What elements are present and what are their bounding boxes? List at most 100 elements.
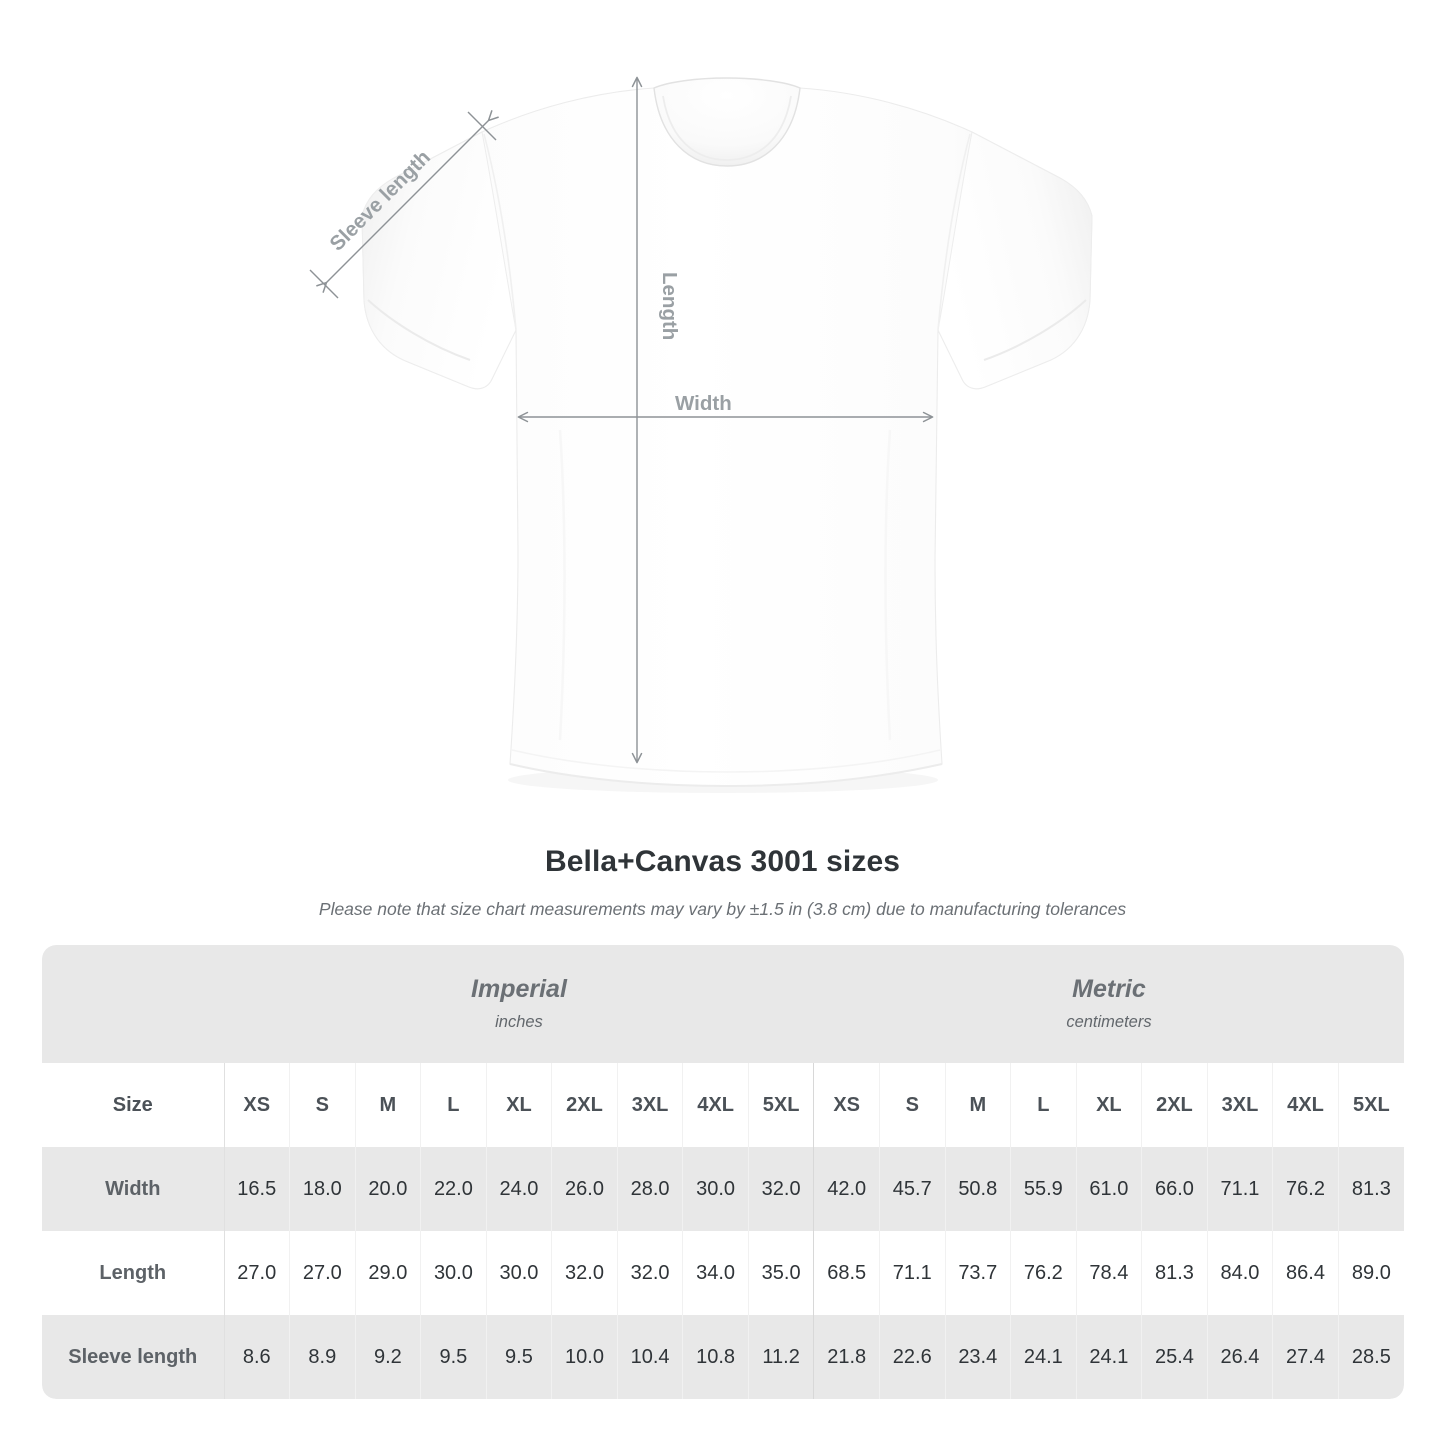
size-col-imperial-m: M: [354, 1063, 421, 1147]
cell-width-imperial-5xl: 32.0: [747, 1147, 814, 1231]
size-col-metric-xs: XS: [813, 1063, 880, 1147]
metric-unit-name: Metric: [1072, 974, 1146, 1003]
chart-heading-block: Bella+Canvas 3001 sizes Please note that…: [0, 845, 1445, 920]
size-col-imperial-2xl: 2XL: [551, 1063, 618, 1147]
cell-width-imperial-s: 18.0: [289, 1147, 356, 1231]
cell-length-metric-l: 76.2: [1010, 1231, 1077, 1315]
cell-width-imperial-m: 20.0: [354, 1147, 421, 1231]
left-sleeve-hem: [367, 299, 471, 361]
shirt-hem-stitch: [511, 749, 941, 773]
cell-length-metric-3xl: 84.0: [1206, 1231, 1273, 1315]
size-col-metric-s: S: [878, 1063, 946, 1147]
size-col-imperial-3xl: 3XL: [616, 1063, 683, 1147]
size-col-imperial-xl: XL: [485, 1063, 552, 1147]
page-title: Bella+Canvas 3001 sizes: [544, 845, 901, 878]
unit-row-spacer: [42, 945, 224, 1063]
shirt-bottom-hem: [509, 763, 943, 788]
cell-width-metric-xs: 42.0: [813, 1147, 880, 1231]
cell-width-metric-xl: 61.0: [1075, 1147, 1142, 1231]
metric-unit-sub: centimeters: [1066, 1013, 1152, 1032]
size-col-imperial-5xl: 5XL: [747, 1063, 814, 1147]
cell-width-imperial-2xl: 26.0: [551, 1147, 618, 1231]
cell-length-imperial-xl: 30.0: [485, 1231, 552, 1315]
cell-width-imperial-xl: 24.0: [485, 1147, 552, 1231]
size-header-row: Size XS S M L XL 2XL 3XL 4XL 5XL XS S M …: [42, 1063, 1404, 1147]
cell-sleeve-imperial-2xl: 10.0: [551, 1315, 618, 1399]
cell-width-metric-l: 55.9: [1010, 1147, 1077, 1231]
row-label-sleeve-length: Sleeve length: [42, 1315, 224, 1399]
cell-width-imperial-l: 22.0: [420, 1147, 487, 1231]
cell-sleeve-metric-m: 23.4: [944, 1315, 1011, 1399]
cell-width-metric-s: 45.7: [878, 1147, 946, 1231]
cell-length-imperial-m: 29.0: [354, 1231, 421, 1315]
cell-width-metric-2xl: 66.0: [1141, 1147, 1208, 1231]
cell-sleeve-imperial-s: 8.9: [289, 1315, 356, 1399]
cell-length-imperial-3xl: 32.0: [616, 1231, 683, 1315]
cell-sleeve-metric-l: 24.1: [1010, 1315, 1077, 1399]
width-measure-group: Width: [517, 392, 934, 423]
cell-length-metric-xl: 78.4: [1075, 1231, 1142, 1315]
size-col-imperial-xs: XS: [223, 1063, 290, 1147]
cell-sleeve-imperial-3xl: 10.4: [616, 1315, 683, 1399]
cell-length-metric-2xl: 81.3: [1141, 1231, 1208, 1315]
row-label-width: Width: [42, 1147, 224, 1231]
cell-length-imperial-l: 30.0: [420, 1231, 487, 1315]
size-col-metric-m: M: [944, 1063, 1011, 1147]
cell-sleeve-imperial-5xl: 11.2: [747, 1315, 814, 1399]
cell-sleeve-metric-xs: 21.8: [813, 1315, 880, 1399]
size-table: Imperial inches Metric centimeters Size …: [42, 945, 1404, 1399]
shirt-body-group: [361, 77, 1093, 788]
imperial-unit-sub: inches: [495, 1013, 543, 1032]
cell-sleeve-metric-s: 22.6: [878, 1315, 946, 1399]
cell-length-metric-4xl: 86.4: [1272, 1231, 1339, 1315]
size-col-imperial-l: L: [420, 1063, 487, 1147]
imperial-unit-name: Imperial: [471, 974, 567, 1003]
cell-sleeve-imperial-l: 9.5: [420, 1315, 487, 1399]
length-label: Length: [658, 272, 681, 340]
cell-length-metric-s: 71.1: [878, 1231, 946, 1315]
fabric-fold-right: [884, 429, 892, 741]
cell-width-metric-3xl: 71.1: [1206, 1147, 1273, 1231]
imperial-unit-header: Imperial inches: [224, 945, 814, 1063]
right-armhole-seam: [937, 133, 971, 331]
cell-sleeve-metric-3xl: 26.4: [1206, 1315, 1273, 1399]
cell-length-imperial-5xl: 35.0: [747, 1231, 814, 1315]
cell-width-metric-4xl: 76.2: [1272, 1147, 1339, 1231]
right-sleeve-hem: [983, 299, 1087, 361]
size-col-metric-2xl: 2XL: [1141, 1063, 1208, 1147]
size-col-metric-3xl: 3XL: [1206, 1063, 1273, 1147]
cell-sleeve-imperial-xs: 8.6: [223, 1315, 290, 1399]
cell-length-metric-5xl: 89.0: [1337, 1231, 1404, 1315]
cell-length-metric-m: 73.7: [944, 1231, 1011, 1315]
table-row-sleeve-length: Sleeve length 8.6 8.9 9.2 9.5 9.5 10.0 1…: [42, 1315, 1404, 1399]
cell-width-metric-5xl: 81.3: [1337, 1147, 1404, 1231]
cell-length-metric-xs: 68.5: [813, 1231, 880, 1315]
size-header-label: Size: [42, 1063, 224, 1147]
cell-width-imperial-xs: 16.5: [223, 1147, 290, 1231]
cell-sleeve-metric-xl: 24.1: [1075, 1315, 1142, 1399]
size-col-imperial-4xl: 4XL: [682, 1063, 749, 1147]
cell-length-imperial-2xl: 32.0: [551, 1231, 618, 1315]
tshirt-illustration: Length Width Sleeve length: [309, 76, 1093, 788]
sleeve-arrow: [316, 110, 499, 293]
fabric-fold-left: [558, 429, 566, 741]
cell-width-metric-m: 50.8: [944, 1147, 1011, 1231]
cell-sleeve-metric-4xl: 27.4: [1272, 1315, 1339, 1399]
cell-sleeve-imperial-m: 9.2: [354, 1315, 421, 1399]
tolerance-note: Please note that size chart measurements…: [318, 899, 1127, 919]
width-label: Width: [675, 392, 732, 415]
collar-inner-seam: [662, 95, 792, 161]
cell-sleeve-metric-2xl: 25.4: [1141, 1315, 1208, 1399]
shirt-collar: [653, 77, 801, 167]
cell-width-imperial-4xl: 30.0: [682, 1147, 749, 1231]
size-col-metric-4xl: 4XL: [1272, 1063, 1339, 1147]
table-row-width: Width 16.5 18.0 20.0 22.0 24.0 26.0 28.0…: [42, 1147, 1404, 1231]
size-col-imperial-s: S: [289, 1063, 356, 1147]
cell-sleeve-imperial-4xl: 10.8: [682, 1315, 749, 1399]
size-col-metric-xl: XL: [1075, 1063, 1142, 1147]
size-col-metric-5xl: 5XL: [1337, 1063, 1404, 1147]
cell-width-imperial-3xl: 28.0: [616, 1147, 683, 1231]
cell-sleeve-imperial-xl: 9.5: [485, 1315, 552, 1399]
unit-header-row: Imperial inches Metric centimeters: [42, 945, 1404, 1063]
